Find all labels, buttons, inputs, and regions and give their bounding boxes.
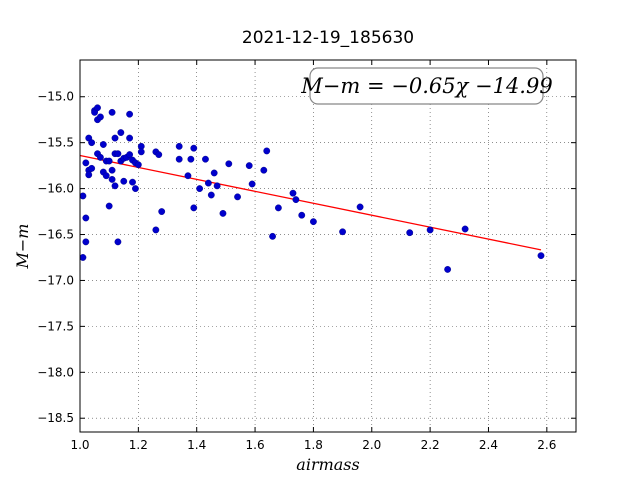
data-point xyxy=(196,185,204,192)
y-tick-label: −17.5 xyxy=(37,319,74,333)
data-point xyxy=(190,204,198,212)
data-point xyxy=(105,157,113,165)
data-point xyxy=(298,211,306,219)
data-point xyxy=(82,238,90,246)
data-points xyxy=(79,104,545,273)
data-point xyxy=(94,104,101,112)
y-axis-label: M−m xyxy=(13,224,32,270)
data-point xyxy=(175,142,183,150)
data-point xyxy=(120,177,128,185)
data-point xyxy=(97,153,104,161)
data-point xyxy=(137,148,145,156)
data-point xyxy=(114,238,122,246)
data-point xyxy=(117,129,125,136)
chart-title: 2021-12-19_185630 xyxy=(242,28,414,48)
plot-frame xyxy=(79,59,577,433)
data-point xyxy=(260,166,268,174)
data-point xyxy=(126,134,134,142)
data-point xyxy=(289,189,297,197)
data-point xyxy=(134,161,142,169)
data-point xyxy=(356,203,364,211)
data-point xyxy=(219,209,227,217)
axis-ticks: 1.0 1.2 1.4 1.6 1.8 2.0 2.2 2.4 2.6 −15.0 −15.5 −16… xyxy=(37,60,576,452)
data-point xyxy=(213,182,221,190)
data-point xyxy=(461,225,469,233)
data-point xyxy=(537,252,545,260)
data-point xyxy=(292,196,300,204)
x-tick-label: 1.2 xyxy=(129,438,148,452)
data-point xyxy=(129,178,136,186)
data-point xyxy=(114,150,122,158)
y-tick-label: −18.0 xyxy=(37,365,74,379)
data-point xyxy=(82,214,90,222)
x-tick-label: 1.6 xyxy=(246,438,265,452)
data-point xyxy=(108,176,116,183)
data-point xyxy=(155,151,163,159)
data-point xyxy=(158,208,166,215)
data-point xyxy=(190,144,198,152)
data-point xyxy=(310,218,317,226)
data-point xyxy=(99,141,107,148)
data-point xyxy=(126,151,134,159)
x-tick-label: 1.8 xyxy=(304,438,323,452)
fit-line xyxy=(79,154,542,251)
data-point xyxy=(406,229,414,237)
y-tick-label: −16.5 xyxy=(37,228,74,242)
data-point xyxy=(79,254,87,261)
x-axis-label: airmass xyxy=(296,455,359,474)
y-tick-label: −16.0 xyxy=(37,182,74,196)
data-point xyxy=(152,226,160,234)
x-tick-label: 1.0 xyxy=(70,438,89,452)
y-tick-label: −15.5 xyxy=(37,136,74,150)
x-tick-label: 2.0 xyxy=(362,438,381,452)
data-point xyxy=(105,202,113,210)
x-tick-label: 2.6 xyxy=(537,438,556,452)
x-tick-label: 2.2 xyxy=(421,438,440,452)
data-point xyxy=(274,204,282,212)
data-point xyxy=(444,266,452,273)
data-point xyxy=(202,155,209,163)
data-point xyxy=(248,180,256,188)
data-point xyxy=(88,164,96,172)
y-tick-label: −18.5 xyxy=(37,411,74,425)
data-point xyxy=(132,185,139,192)
x-tick-label: 2.4 xyxy=(479,438,498,452)
data-point xyxy=(426,226,434,234)
data-point xyxy=(108,108,116,116)
data-point xyxy=(204,179,212,187)
data-point xyxy=(111,134,119,142)
fit-line-group xyxy=(79,154,542,251)
data-point xyxy=(269,232,276,240)
data-point xyxy=(339,228,346,236)
data-point xyxy=(126,110,134,118)
data-point xyxy=(187,155,195,163)
y-tick-label: −17.0 xyxy=(37,273,74,287)
data-point xyxy=(184,172,192,180)
data-point xyxy=(175,155,183,163)
data-point xyxy=(108,166,116,174)
data-point xyxy=(207,191,215,199)
equation-box: M−m = −0.65χ −14.99 xyxy=(300,67,553,105)
data-point xyxy=(225,160,233,168)
data-point xyxy=(82,159,90,167)
equation-box-frame xyxy=(309,67,544,105)
data-point xyxy=(234,193,241,201)
y-tick-label: −15.0 xyxy=(37,90,74,104)
data-point xyxy=(85,171,93,179)
data-point xyxy=(245,162,253,170)
equation-text: M−m = −0.65χ −14.99 xyxy=(300,74,552,98)
data-point xyxy=(88,139,96,147)
data-point xyxy=(102,172,110,180)
data-point xyxy=(210,169,218,177)
x-tick-label: 1.4 xyxy=(187,438,206,452)
data-point xyxy=(79,192,87,200)
data-point xyxy=(263,147,271,155)
data-point xyxy=(111,182,119,190)
data-point xyxy=(97,113,104,121)
